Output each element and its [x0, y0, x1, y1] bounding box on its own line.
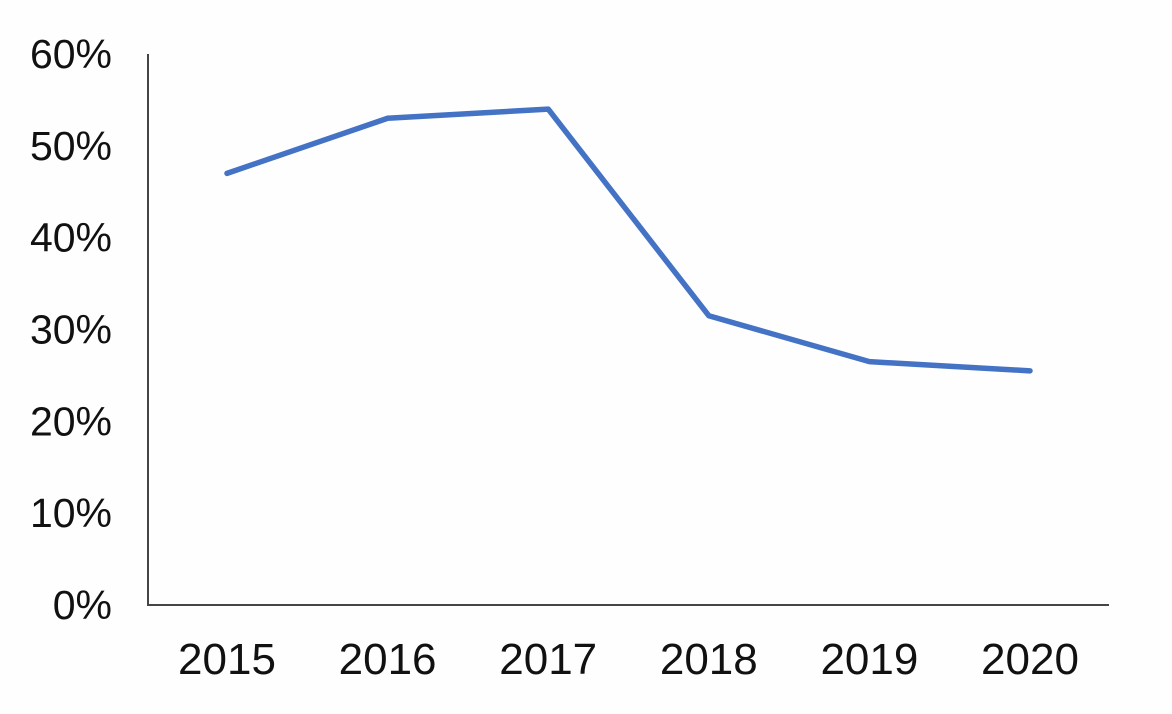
x-axis-tick-label: 2019 [820, 635, 918, 684]
x-axis-tick-label: 2018 [660, 635, 758, 684]
x-axis-tick-label: 2015 [178, 635, 276, 684]
x-axis-tick-label: 2016 [339, 635, 437, 684]
y-axis-tick-label: 30% [30, 307, 112, 353]
y-axis-tick-label: 0% [53, 582, 112, 628]
y-axis-tick-label: 20% [30, 398, 112, 444]
x-axis-tick-label: 2017 [499, 635, 597, 684]
y-axis-tick-label: 50% [30, 123, 112, 169]
y-axis-tick-label: 40% [30, 215, 112, 261]
axis-lines [147, 54, 1109, 606]
y-axis-tick-label: 60% [30, 31, 112, 77]
y-axis-tick-label: 10% [30, 490, 112, 536]
data-line-series [224, 106, 1033, 374]
x-axis-tick-label: 2020 [981, 635, 1079, 684]
